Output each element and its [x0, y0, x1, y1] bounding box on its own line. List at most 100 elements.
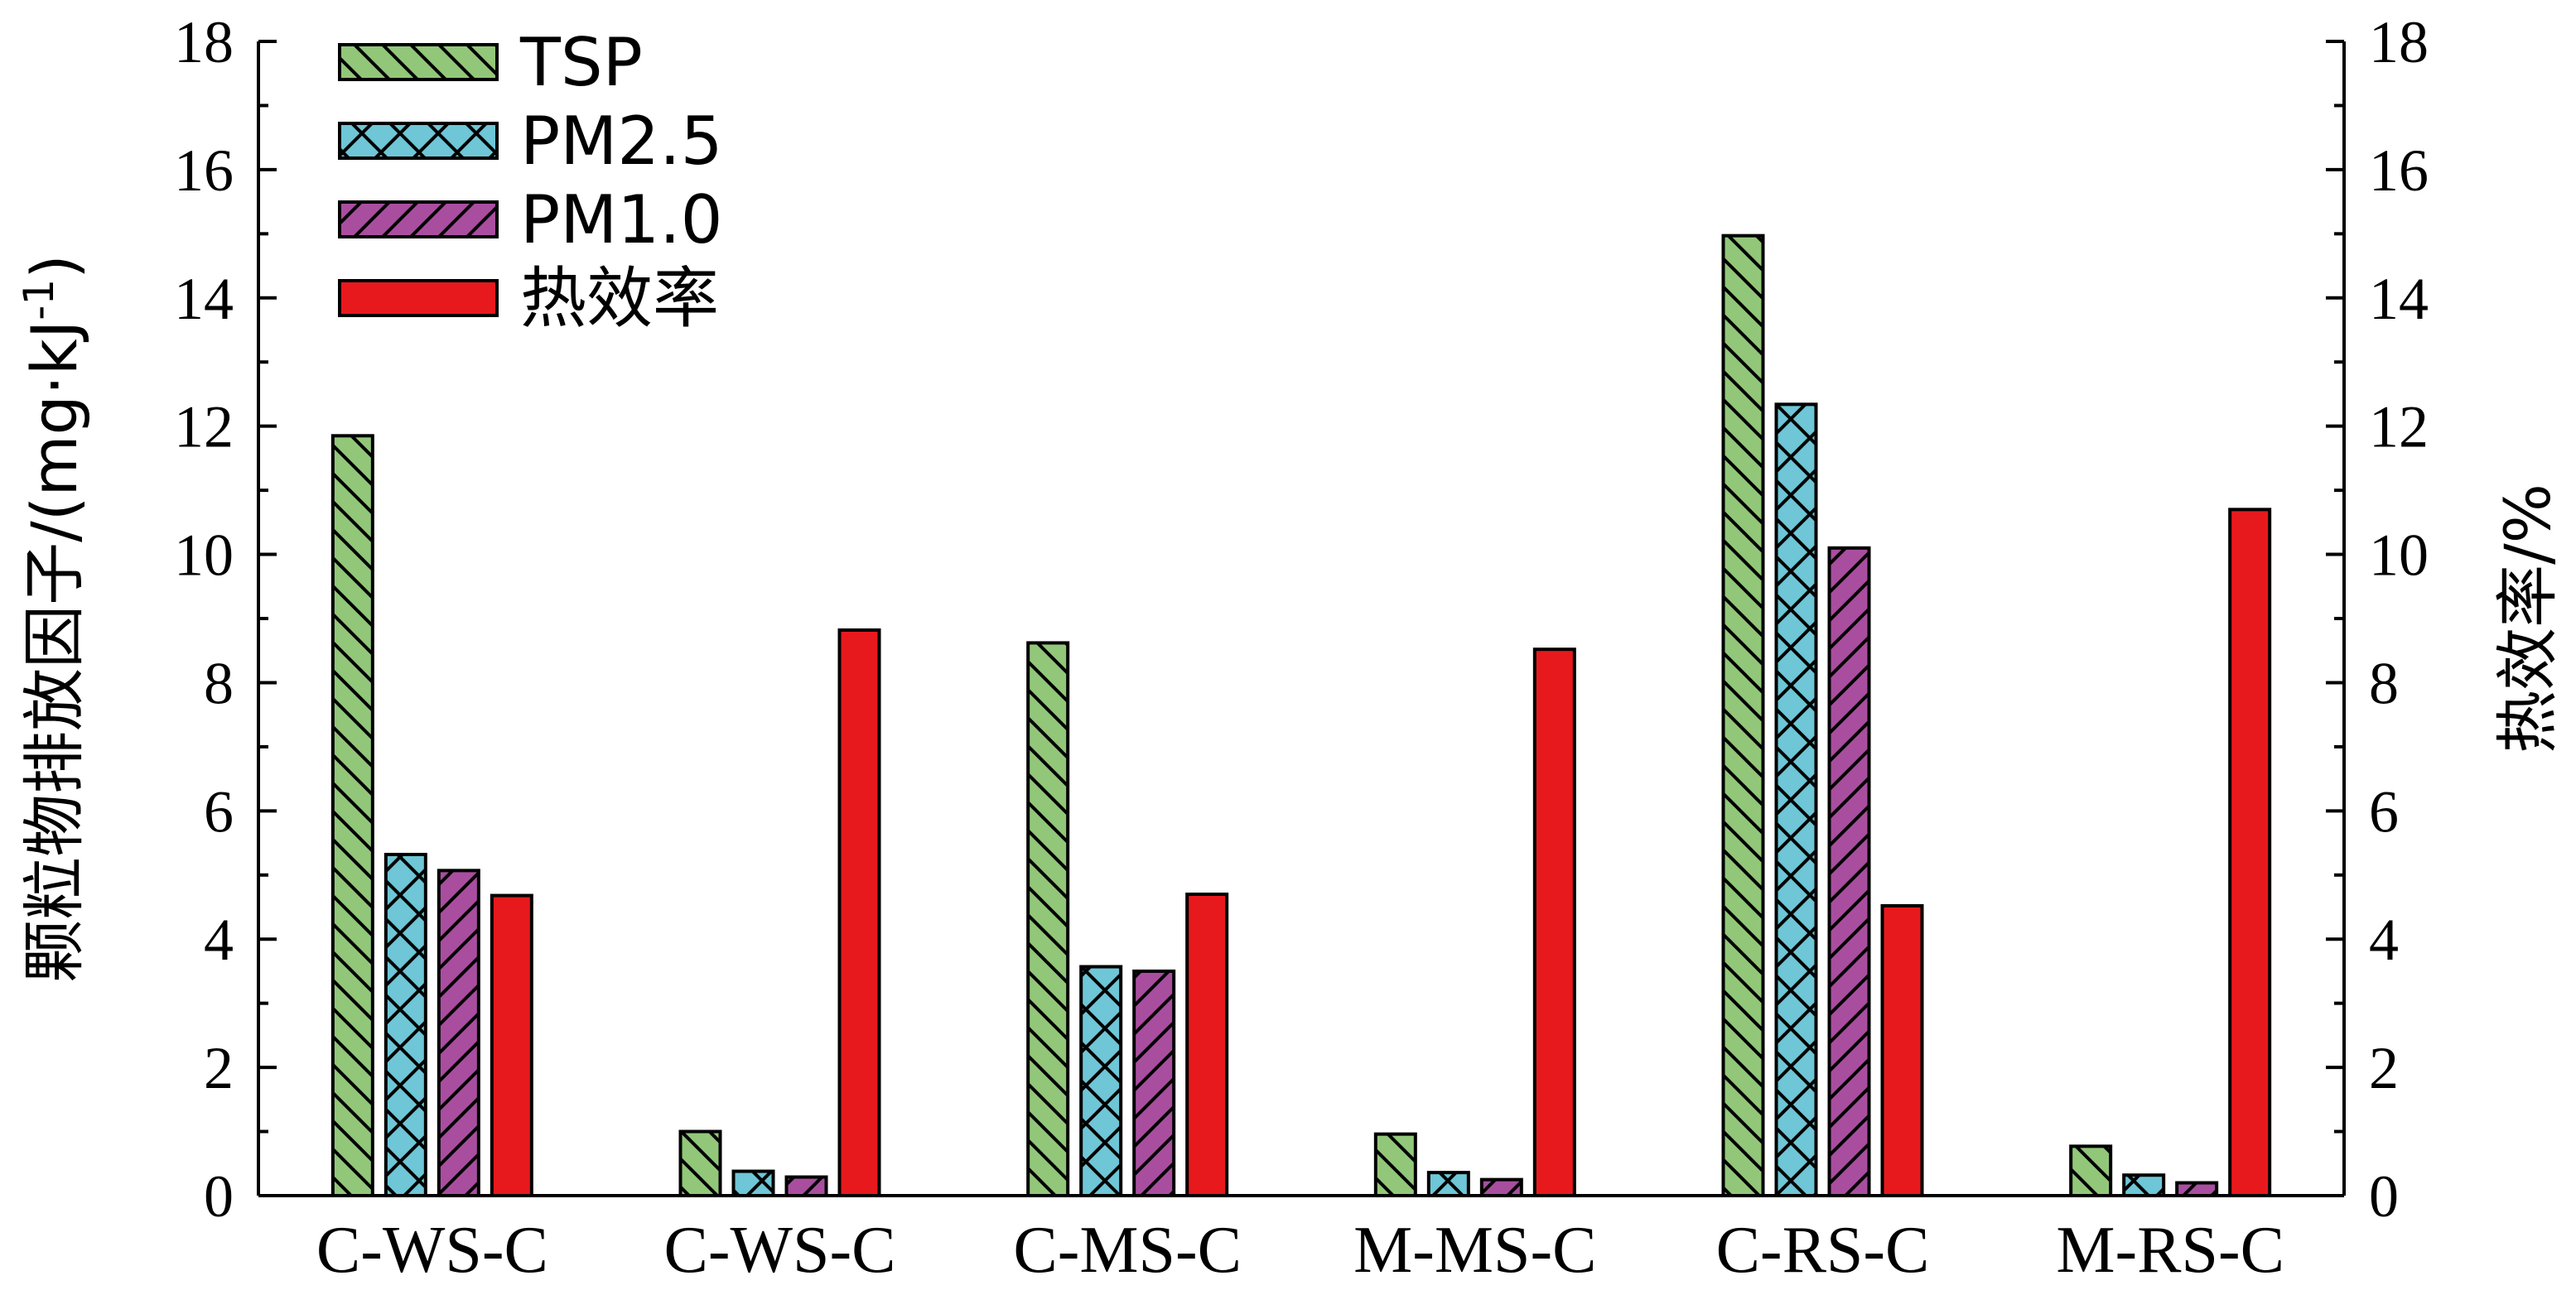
category-label: C-MS-C — [1013, 1214, 1242, 1287]
bar-hatch — [680, 1131, 721, 1196]
left-axis-title: 颗粒物排放因子/(mg·kJ-1) — [15, 254, 91, 983]
bar-outline — [1774, 402, 1818, 1197]
bar-hatch — [733, 1171, 774, 1196]
bar-PM1.0-4 — [1479, 1177, 1523, 1198]
bar-热效率-1 — [490, 893, 533, 1198]
bar-outline — [784, 1175, 828, 1198]
bar-outline — [1026, 641, 1070, 1197]
legend-swatch — [340, 281, 497, 315]
bar-热效率-3 — [1185, 893, 1229, 1197]
bar-outline — [2228, 508, 2272, 1197]
bar-outline — [1827, 546, 1871, 1197]
bar-PM1.0-5 — [1827, 546, 1871, 1197]
left-axis-ticks: 0 2 4 6 8 10 12 14 16 18 — [174, 9, 277, 1230]
legend-item-PM1.0: PM1.0 — [338, 181, 723, 258]
legend-swatch-outline — [338, 200, 499, 238]
category-label: C-RS-C — [1716, 1214, 1930, 1287]
bar-hatch — [1481, 1179, 1522, 1196]
bar-hatch — [1375, 1134, 1416, 1196]
bar-PM1.0-1 — [437, 869, 480, 1198]
left-axis-title-sup: -1 — [15, 279, 63, 320]
bar-PM2.5-4 — [1426, 1171, 1470, 1197]
bar-TSP-1 — [330, 434, 374, 1197]
bar-热效率-4 — [1532, 648, 1576, 1197]
bar-outline — [1132, 969, 1176, 1197]
bar-TSP-4 — [1373, 1132, 1417, 1197]
bar-hatch — [438, 870, 479, 1196]
bar-outline — [1479, 1177, 1523, 1198]
right-tick-label: 2 — [2369, 1035, 2399, 1101]
right-tick-label: 6 — [2369, 778, 2399, 845]
right-tick-label: 18 — [2369, 9, 2429, 75]
bar-outline — [731, 1169, 775, 1198]
bar-outline — [1185, 893, 1229, 1197]
bar-热效率-5 — [1880, 903, 1924, 1198]
left-tick-label: 0 — [204, 1163, 234, 1230]
bar-outline — [490, 893, 533, 1198]
category-label: C-WS-C — [664, 1214, 896, 1287]
right-tick-label: 4 — [2369, 907, 2399, 973]
category-label: M-RS-C — [2056, 1214, 2284, 1287]
right-axis-title: 热效率/% — [2491, 484, 2564, 753]
bar-fill — [1187, 894, 1228, 1196]
bar-fill — [1534, 649, 1575, 1196]
bar-outline — [1079, 965, 1123, 1197]
bar-outline — [1721, 233, 1765, 1198]
bar-PM1.0-2 — [784, 1175, 828, 1198]
legend-swatch-hatch — [340, 45, 497, 79]
bar-fill — [1882, 905, 1922, 1196]
bar-outline — [2122, 1173, 2166, 1197]
bars-group — [330, 233, 2272, 1198]
legend-item-PM2.5: PM2.5 — [338, 103, 723, 180]
left-axis-title-main: 颗粒物排放因子/(mg·kJ — [17, 320, 91, 983]
right-tick-label: 0 — [2369, 1163, 2399, 1230]
bar-hatch — [1723, 235, 1763, 1196]
left-tick-label: 6 — [204, 778, 234, 845]
bar-outline — [384, 852, 427, 1198]
bar-hatch — [385, 854, 426, 1196]
category-labels: C-WS-C C-WS-C C-MS-C M-MS-C C-RS-C M-RS-C — [316, 1214, 2284, 1287]
bar-热效率-6 — [2228, 508, 2272, 1197]
bar-hatch — [1428, 1172, 1469, 1196]
category-label: C-WS-C — [316, 1214, 548, 1287]
legend-swatch-hatch — [340, 123, 497, 158]
right-tick-label: 8 — [2369, 650, 2399, 716]
bar-PM2.5-5 — [1774, 402, 1818, 1197]
bar-PM2.5-1 — [384, 852, 427, 1198]
legend-swatch-outline — [338, 279, 499, 317]
legend-swatch-outline — [338, 122, 499, 160]
bar-TSP-5 — [1721, 233, 1765, 1198]
legend-label: 热效率 — [520, 260, 719, 337]
bar-热效率-2 — [837, 628, 881, 1197]
bar-PM2.5-2 — [731, 1169, 775, 1198]
left-tick-label: 4 — [204, 907, 234, 973]
bar-hatch — [2071, 1146, 2111, 1196]
bar-outline — [330, 434, 374, 1197]
right-tick-label: 14 — [2369, 266, 2429, 332]
bar-TSP-6 — [2069, 1144, 2113, 1198]
bar-fill — [2230, 509, 2270, 1196]
left-tick-label: 12 — [174, 394, 234, 460]
bar-outline — [678, 1129, 722, 1197]
bar-PM1.0-3 — [1132, 969, 1176, 1197]
right-axis-ticks: 0 2 4 6 8 10 12 14 16 18 — [2326, 9, 2429, 1230]
left-axis-title-close: ) — [17, 254, 91, 279]
bar-fill — [839, 629, 880, 1196]
left-tick-label: 18 — [174, 9, 234, 75]
bar-PM2.5-6 — [2122, 1173, 2166, 1197]
bar-TSP-3 — [1026, 641, 1070, 1197]
bar-outline — [2175, 1181, 2219, 1197]
bar-hatch — [2124, 1175, 2164, 1196]
legend-label: PM1.0 — [520, 181, 723, 258]
right-tick-label: 12 — [2369, 394, 2429, 460]
legend-swatch-outline — [338, 43, 499, 81]
bar-outline — [2069, 1144, 2113, 1198]
bar-hatch — [332, 436, 373, 1196]
bar-outline — [837, 628, 881, 1197]
bar-outline — [1373, 1132, 1417, 1197]
bar-hatch — [2177, 1182, 2217, 1196]
bar-outline — [437, 869, 480, 1198]
bar-hatch — [1776, 404, 1816, 1196]
